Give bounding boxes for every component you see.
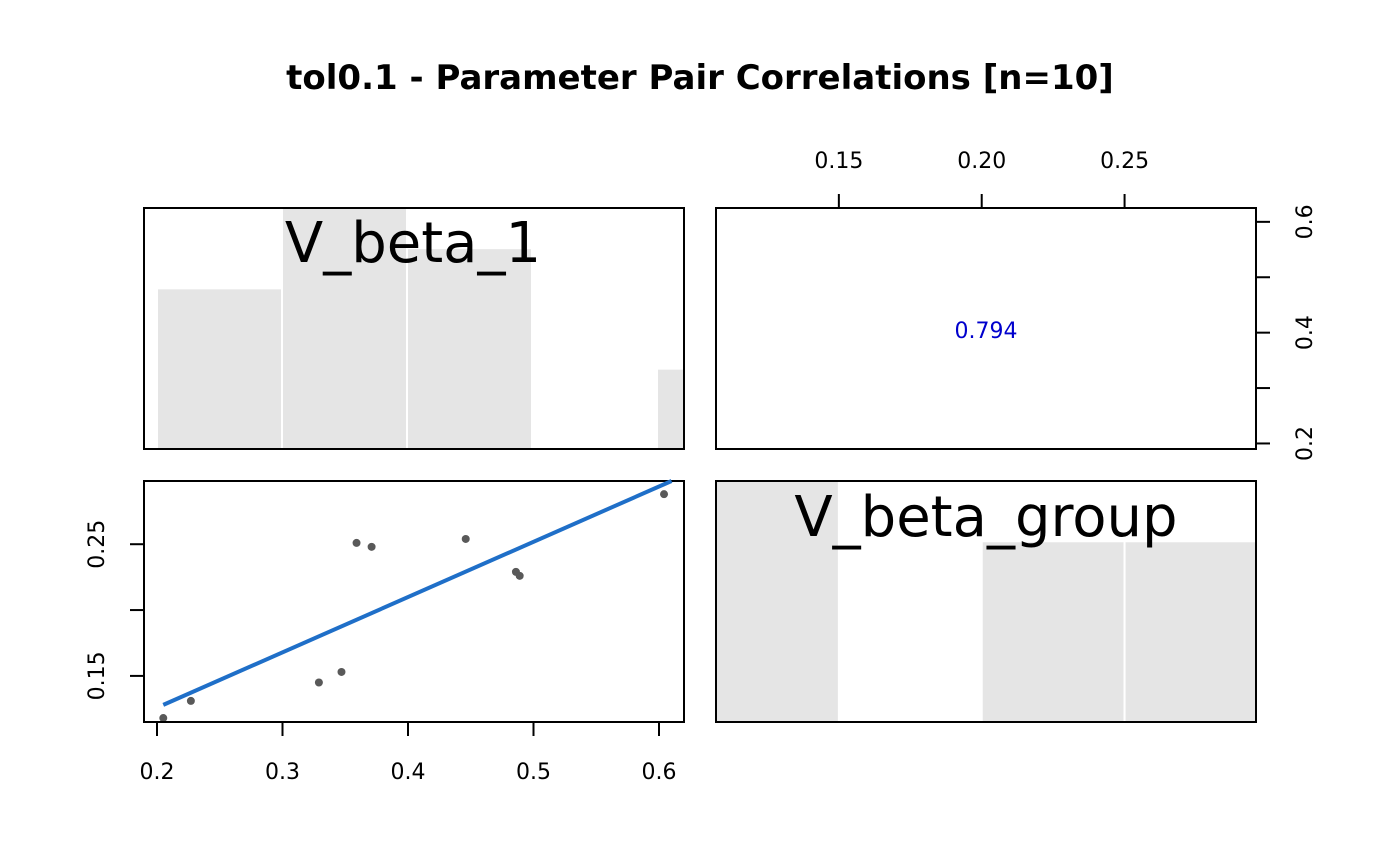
diagonal-label-v-beta-1: V_beta_1 — [285, 211, 541, 276]
axis-tick-label: 0.6 — [642, 760, 677, 785]
scatter-point — [660, 490, 669, 499]
scatter-points — [159, 490, 669, 723]
histogram-bar — [1123, 540, 1257, 723]
histogram-bar — [656, 367, 685, 450]
regression-line — [162, 479, 673, 707]
histogram-v-beta-group-frame — [715, 480, 1257, 723]
scatter-point — [314, 678, 323, 687]
top-axis-v-beta-group: 0.15 0.20 0.25 — [814, 149, 1149, 209]
scatter-panel: 0.15 0.25 0.2 0.3 0.4 0.5 0.6 — [85, 479, 685, 785]
chart-title: tol0.1 - Parameter Pair Correlations [n=… — [286, 58, 1114, 98]
axis-tick-label: 0.4 — [1293, 315, 1318, 350]
histogram-v-beta-1-bars — [156, 207, 685, 451]
axis-tick-label: 0.2 — [140, 760, 175, 785]
axis-tick-label: 0.25 — [85, 520, 110, 569]
axis-tick-label: 0.15 — [85, 651, 110, 700]
scatter-point — [352, 538, 361, 547]
histogram-v-beta-group-panel: V_beta_group — [715, 480, 1257, 724]
histogram-v-beta-1-panel: V_beta_1 — [143, 207, 685, 451]
scatter-point — [159, 714, 168, 723]
correlation-value: 0.794 — [955, 319, 1018, 344]
axis-tick-label: 0.6 — [1293, 204, 1318, 239]
histogram-bar — [406, 247, 533, 450]
axis-tick-label: 0.15 — [814, 149, 863, 174]
scatter-point — [367, 542, 376, 551]
axis-tick-label: 0.4 — [391, 760, 426, 785]
histogram-v-beta-1-frame — [143, 207, 685, 450]
axis-tick-label: 0.3 — [265, 760, 300, 785]
histogram-bar — [980, 540, 1126, 723]
axis-tick-label: 0.25 — [1100, 149, 1149, 174]
scatter-point — [337, 667, 346, 676]
right-axis-v-beta-1: 0.2 0.4 0.6 — [1255, 204, 1318, 461]
left-axis-v-beta-group: 0.15 0.25 — [85, 520, 145, 700]
axis-tick-label: 0.20 — [957, 149, 1006, 174]
diagonal-label-v-beta-group: V_beta_group — [794, 485, 1177, 550]
correlation-panel: 0.794 0.15 0.20 0.25 0.2 0.4 0.6 — [715, 149, 1318, 461]
bottom-axis-v-beta-1: 0.2 0.3 0.4 0.5 0.6 — [140, 721, 677, 785]
axis-tick-label: 0.5 — [516, 760, 551, 785]
histogram-v-beta-group-bars — [715, 480, 1257, 724]
scatter-panel-frame — [143, 480, 685, 723]
histogram-bar — [156, 287, 283, 451]
scatter-point — [186, 696, 195, 705]
scatter-point — [461, 534, 470, 543]
axis-tick-label: 0.2 — [1293, 426, 1318, 461]
scatter-point — [515, 571, 524, 580]
histogram-bar — [281, 207, 408, 450]
